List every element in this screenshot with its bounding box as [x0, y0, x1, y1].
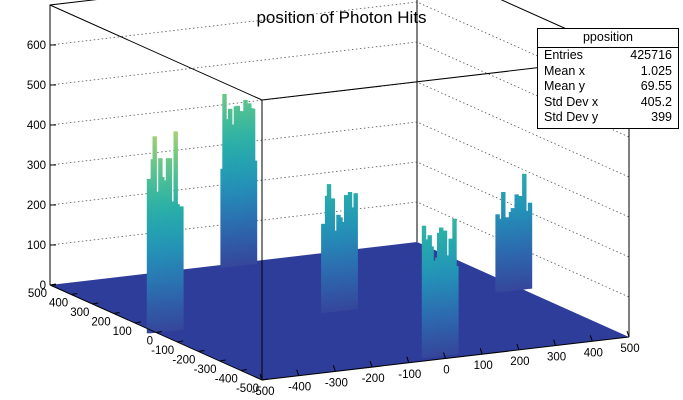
x-tick: [516, 343, 520, 351]
y-tick: [134, 321, 141, 324]
stats-label: Std Dev x: [544, 94, 599, 109]
histogram-bar: [252, 160, 258, 264]
z-gridline: [49, 201, 630, 298]
histogram-bar: [179, 206, 184, 330]
z-tick-label: 0: [40, 280, 46, 292]
x-tick: [369, 360, 373, 368]
x-tick-label: 400: [584, 347, 603, 359]
y-tick-label: -200: [172, 355, 195, 367]
y-tick: [155, 331, 163, 333]
stats-row-mean-x: Mean x 1.025: [538, 64, 678, 80]
chart-title: position of Photon Hits: [256, 8, 427, 27]
x-tick: [589, 335, 593, 342]
stats-label: Mean y: [544, 79, 585, 94]
z-gridline: [49, 121, 630, 218]
x-tick-label: 100: [474, 360, 493, 372]
stats-row-std-dev-x: Std Dev x 405.2: [538, 95, 678, 111]
stats-value: 399: [651, 110, 672, 125]
y-tick: [92, 302, 99, 305]
z-tick-label: 100: [27, 240, 46, 252]
z-tick-label: 600: [27, 40, 46, 52]
z-tick-label: 500: [27, 80, 46, 92]
stats-value: 1.025: [640, 63, 672, 78]
y-tick-label: 400: [49, 298, 68, 310]
stats-value: 405.2: [640, 94, 672, 109]
y-tick-label: -500: [236, 383, 259, 395]
x-tick-label: -300: [325, 377, 348, 389]
top-edge: [49, 4, 630, 101]
y-tick-label: 0: [147, 336, 153, 348]
x-tick: [296, 369, 300, 376]
x-tick: [443, 352, 446, 359]
histogram-bar: [527, 202, 533, 289]
z-gridline: [49, 161, 630, 258]
y-tick-label: -400: [215, 374, 238, 386]
y-tick-label: 200: [91, 317, 110, 329]
z-tick-label: 400: [27, 120, 46, 132]
y-tick-label: 100: [113, 326, 132, 338]
y-tick: [261, 378, 269, 381]
x-tick: [332, 365, 336, 372]
y-tick-label: 500: [28, 288, 47, 300]
stats-title: pposition: [538, 29, 678, 48]
x-tick-label: 200: [510, 356, 529, 368]
x-tick: [626, 330, 630, 338]
histogram-bars: [146, 94, 533, 358]
x-tick-label: 300: [547, 352, 566, 364]
stats-label: Std Dev y: [544, 110, 599, 125]
y-tick: [198, 350, 205, 352]
y-tick: [177, 340, 184, 343]
x-tick: [479, 348, 483, 355]
x-tick: [259, 373, 263, 381]
y-tick: [240, 369, 247, 371]
x-tick-label: 0: [443, 365, 449, 377]
y-tick: [113, 312, 120, 314]
z-axis: 0 100 200 300 400 500 600: [27, 5, 56, 292]
y-tick: [71, 293, 78, 295]
x-tick-label: -500: [251, 386, 274, 398]
x-tick-label: -200: [362, 373, 385, 385]
x-axis: -500 -400 -300 -200 -100 0 100 200 300 400 500: [251, 330, 640, 398]
histogram-bar: [353, 193, 358, 310]
x-tick-label: -100: [398, 369, 421, 381]
stats-box: pposition Entries 425716 Mean x 1.025 Me…: [537, 28, 679, 129]
x-tick-label: -400: [288, 382, 311, 394]
stats-label: Mean x: [544, 63, 585, 78]
stats-label: Entries: [544, 48, 583, 62]
stats-value: 425716: [630, 48, 672, 62]
y-tick-label: -100: [151, 345, 174, 357]
y-tick: [219, 359, 226, 362]
z-tick-label: 200: [27, 200, 46, 212]
x-tick: [406, 356, 410, 363]
histogram-bar: [454, 266, 459, 355]
z-gridline: [49, 81, 630, 178]
stats-value: 69.55: [640, 79, 672, 94]
stats-row-entries: Entries 425716: [538, 48, 678, 64]
x-tick-label: 500: [620, 343, 639, 355]
z-tick-label: 300: [27, 160, 46, 172]
y-tick-label: 300: [70, 307, 89, 319]
x-tick: [553, 339, 557, 346]
stats-row-mean-y: Mean y 69.55: [538, 79, 678, 95]
y-tick-label: -300: [194, 364, 217, 376]
stats-row-std-dev-y: Std Dev y 399: [538, 110, 678, 126]
